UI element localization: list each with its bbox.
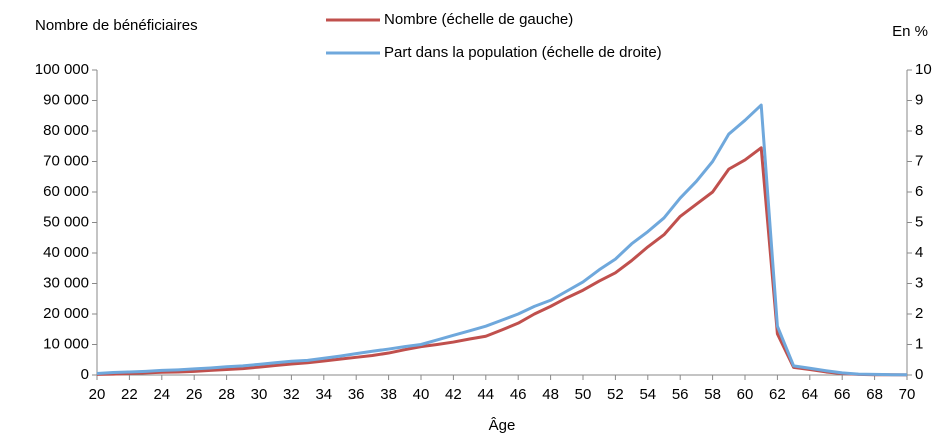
x-tick-label: 32 xyxy=(283,386,300,403)
y2-tick-label: 8 xyxy=(915,122,923,139)
x-tick-label: 26 xyxy=(186,386,203,403)
y-tick-label: 0 xyxy=(81,366,89,383)
x-tick-label: 62 xyxy=(769,386,786,403)
y2-axis-title: En % xyxy=(892,23,928,40)
y2-tick-label: 0 xyxy=(915,366,923,383)
y2-tick-label: 7 xyxy=(915,152,923,169)
x-tick-label: 20 xyxy=(89,386,106,403)
x-tick-label: 30 xyxy=(251,386,268,403)
x-tick-label: 70 xyxy=(899,386,916,403)
series-line xyxy=(96,103,907,377)
x-tick-label: 38 xyxy=(380,386,397,403)
x-axis-title: Âge xyxy=(489,417,516,434)
y-tick-label: 40 000 xyxy=(43,244,89,261)
x-tick-label: 34 xyxy=(315,386,332,403)
y2-tick-label: 3 xyxy=(915,274,923,291)
x-tick-label: 44 xyxy=(477,386,494,403)
y-axis-title: Nombre de bénéficiaires xyxy=(35,17,198,34)
x-tick-label: 24 xyxy=(153,386,170,403)
y-tick-label: 80 000 xyxy=(43,122,89,139)
x-tick-label: 68 xyxy=(866,386,883,403)
x-tick-label: 60 xyxy=(737,386,754,403)
x-tick-label: 48 xyxy=(542,386,559,403)
x-tick-label: 36 xyxy=(348,386,365,403)
legend-label: Nombre (échelle de gauche) xyxy=(384,11,573,28)
y-tick-label: 60 000 xyxy=(43,183,89,200)
series-line xyxy=(96,146,908,377)
legend-label: Part dans la population (échelle de droi… xyxy=(384,44,662,61)
x-tick-label: 58 xyxy=(704,386,721,403)
y2-tick-label: 1 xyxy=(915,335,923,352)
y-tick-label: 20 000 xyxy=(43,305,89,322)
y-tick-label: 100 000 xyxy=(35,61,89,78)
y-tick-label: 50 000 xyxy=(43,213,89,230)
x-tick-label: 42 xyxy=(445,386,462,403)
y2-tick-label: 10 xyxy=(915,61,932,78)
y-tick-label: 90 000 xyxy=(43,91,89,108)
x-tick-label: 52 xyxy=(607,386,624,403)
y-tick-label: 70 000 xyxy=(43,152,89,169)
x-tick-label: 64 xyxy=(801,386,818,403)
y2-tick-label: 9 xyxy=(915,91,923,108)
y-tick-label: 30 000 xyxy=(43,274,89,291)
x-tick-label: 22 xyxy=(121,386,138,403)
x-tick-label: 56 xyxy=(672,386,689,403)
x-tick-label: 54 xyxy=(639,386,656,403)
x-tick-label: 50 xyxy=(575,386,592,403)
y-tick-label: 10 000 xyxy=(43,335,89,352)
y2-tick-label: 4 xyxy=(915,244,923,261)
x-tick-label: 28 xyxy=(218,386,235,403)
x-tick-label: 40 xyxy=(413,386,430,403)
x-tick-label: 46 xyxy=(510,386,527,403)
y2-tick-label: 5 xyxy=(915,213,923,230)
y2-tick-label: 2 xyxy=(915,305,923,322)
y2-tick-label: 6 xyxy=(915,183,923,200)
x-tick-label: 66 xyxy=(834,386,851,403)
